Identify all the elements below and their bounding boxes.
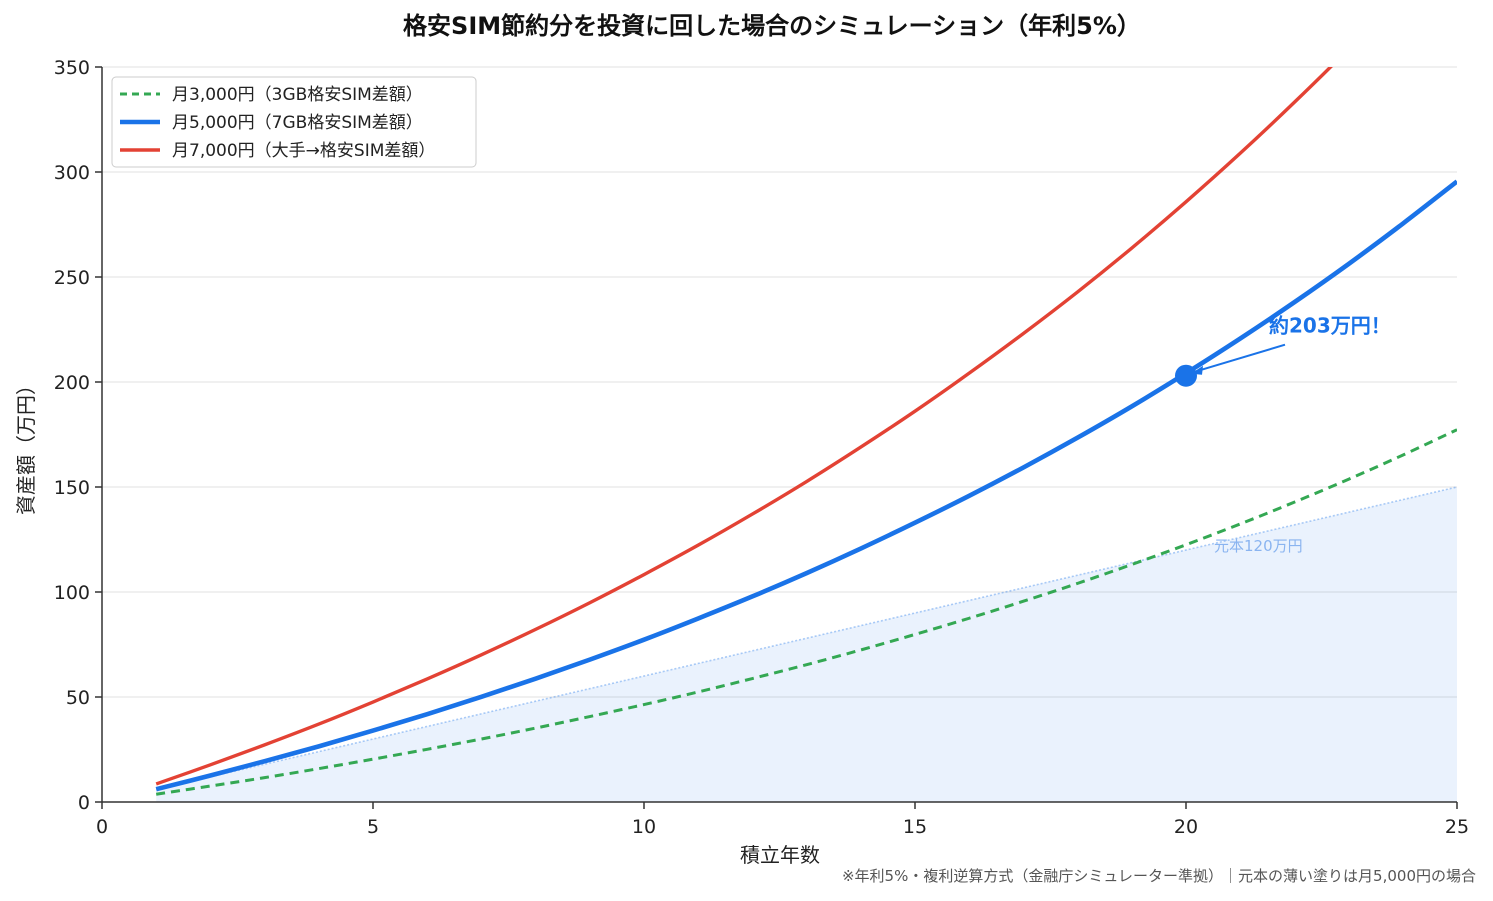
legend-label-1: 月5,000円（7GB格安SIM差額） xyxy=(172,113,423,133)
y-tick-label: 200 xyxy=(54,372,90,394)
tick-labels: 0 50 100 150 200 250 300 350 0 5 10 15 20 25 xyxy=(54,57,1469,838)
series-line-1 xyxy=(155,179,1457,792)
annotation-arrow xyxy=(1194,343,1286,373)
y-tick-label: 350 xyxy=(54,57,90,79)
annotation-label: 約203万円！ xyxy=(1269,314,1391,338)
y-tick-label: 100 xyxy=(54,582,90,604)
x-tick-label: 10 xyxy=(632,816,656,838)
legend: 月3,000円（3GB格安SIM差額） 月5,000円（7GB格安SIM差額） 月7… xyxy=(111,76,477,168)
series-line-2 xyxy=(155,67,1333,786)
x-axis-label: 積立年数 xyxy=(740,843,820,867)
principal-area xyxy=(156,487,1457,802)
x-tick-label: 20 xyxy=(1174,816,1198,838)
legend-box xyxy=(111,76,477,168)
y-tick-label: 50 xyxy=(66,687,90,709)
annotation-layer: 約203万円！ 元本120万円 xyxy=(1175,314,1391,555)
principal-line xyxy=(156,486,1457,791)
y-tick-label: 150 xyxy=(54,477,90,499)
highlight-point xyxy=(1175,364,1197,387)
legend-label-2: 月7,000円（大手→格安SIM差額） xyxy=(172,141,435,161)
y-tick-label: 250 xyxy=(54,267,90,289)
x-tick-label: 0 xyxy=(96,816,108,838)
principal-area-layer xyxy=(156,486,1457,802)
y-tick-label: 0 xyxy=(78,792,90,814)
x-tick-label: 25 xyxy=(1445,816,1469,838)
y-axis-label: 資産額（万円） xyxy=(14,375,38,515)
x-tick-label: 5 xyxy=(367,816,379,838)
series-line-0 xyxy=(155,428,1457,796)
principal-label: 元本120万円 xyxy=(1214,537,1303,555)
grid-lines xyxy=(102,66,1457,698)
legend-label-0: 月3,000円（3GB格安SIM差額） xyxy=(172,85,423,105)
chart-title: 格安SIM節約分を投資に回した場合のシミュレーション（年利5%） xyxy=(403,12,1141,40)
y-tick-label: 300 xyxy=(54,162,90,184)
x-tick-label: 15 xyxy=(903,816,927,838)
series-layer xyxy=(155,67,1457,796)
footnote: ※年利5%・複利逆算方式（金融庁シミュレーター準拠）｜元本の薄い塗りは月5,00… xyxy=(842,867,1476,885)
axes xyxy=(95,66,1458,809)
